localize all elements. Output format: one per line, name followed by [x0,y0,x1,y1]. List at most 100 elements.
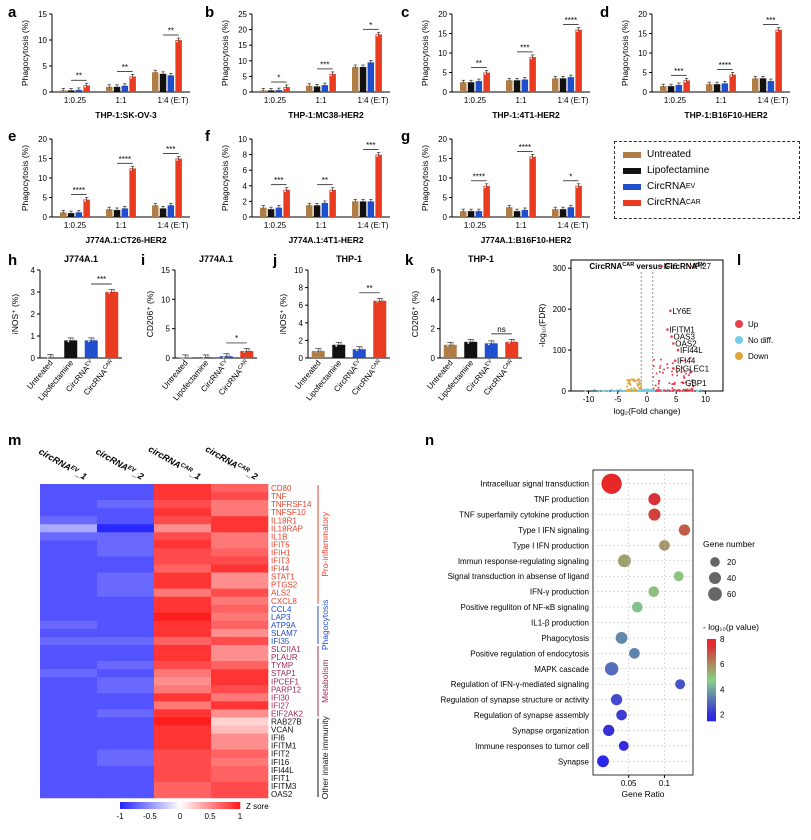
data-point [248,348,251,352]
y-tick-label: 1 [31,332,36,341]
bar [775,29,782,93]
heatmap-cell [97,572,155,581]
data-point [487,184,490,187]
term-label: Intracelluar signal transduction [480,480,589,489]
data-point [467,341,470,345]
heatmap-cell [154,661,212,670]
heatmap-cell [211,757,269,767]
colorbar-segment [707,639,716,642]
x-axis-label: THP-1:4T1-HER2 [492,110,560,120]
heatmap-cell [211,685,269,694]
x-tick-label: 1:1 [715,96,727,105]
heatmap-cell [154,500,212,509]
bar [106,86,113,92]
x-tick-label: 1:4 (E:T) [357,96,388,105]
point-up [676,374,679,377]
bar [84,340,98,358]
heatmap-cell [97,749,155,758]
point-nodiff [593,388,596,391]
colorbar-segment [188,802,191,809]
column-suffix: _1 [74,468,89,482]
colorbar-segment [707,645,716,648]
colorbar-segment [198,802,201,809]
heatmap-cell [97,588,155,597]
heatmap-cell [154,620,212,630]
point-up [666,363,669,366]
heatmap-cell [97,773,155,783]
gene-label: GBP1 [685,379,707,388]
colorbar-segment [148,802,151,809]
bar [484,343,498,358]
data-point [130,168,133,171]
bar [83,199,90,217]
chart-m: circRNAEV_1circRNAEV_2circRNACAR_1circRN… [37,444,330,821]
bar [113,209,121,217]
colorbar-segment [166,802,169,809]
x-tick-label: -5 [614,395,622,404]
heatmap-row-label: TNF [271,492,287,501]
data-point [487,343,490,346]
heatmap-cell [154,733,212,742]
heatmap-cell [211,741,269,750]
data-point [776,30,779,32]
bar [713,84,721,92]
point-down [640,382,643,385]
point-up [681,389,684,392]
significance-label: ** [76,72,82,81]
colorbar-segment [218,802,221,809]
point-up [688,368,691,371]
heatmap-cell [154,628,212,638]
bar [267,209,275,217]
bar [483,72,490,92]
heatmap-cell [154,709,212,718]
title-sup: EV [697,262,705,268]
term-dot [617,554,631,568]
chart-title: CircRNACAR versus CircRNAEV [589,262,705,271]
bar [329,73,336,92]
data-point [181,357,184,360]
column-suffix: _2 [245,468,260,482]
point-up [658,366,661,369]
data-point [687,78,690,81]
bar [729,74,736,92]
bar [175,40,182,92]
data-point [376,155,379,157]
size-legend-label: 20 [727,558,736,567]
significance-label: *** [366,141,375,150]
data-point [284,190,287,193]
heatmap-cell [154,693,212,702]
point-up-labeled [673,359,677,363]
heatmap-cell [97,564,155,573]
heatmap-cell [40,653,98,662]
bar [313,86,321,92]
point-up [679,390,682,392]
heatmap-cell [40,524,98,533]
point-nodiff [604,389,607,392]
y-tick-label: 20 [438,135,447,144]
column-sup: EV [69,465,80,475]
size-legend-label: 60 [727,590,736,599]
heatmap-cell [97,556,155,565]
bar [443,344,457,358]
heatmap-cell [211,556,269,565]
colorbar-segment [136,802,139,809]
heatmap-row-label: STAT1 [271,573,295,582]
point-up [657,382,660,385]
point-nodiff [584,389,587,392]
data-point [92,338,95,341]
bar [260,207,267,217]
colorbar-segment [707,714,716,718]
y-tick-label: 20 [38,135,47,144]
colorbar-segment [707,690,716,693]
data-point [287,188,290,191]
point-up [654,384,657,387]
heatmap-cell [97,701,155,710]
y-tick-label: 0 [43,213,48,222]
heatmap-cell [211,701,269,710]
data-point [186,355,189,358]
bar [367,62,375,92]
colorbar-segment [210,802,213,809]
bar [67,213,75,217]
legend-label-car: CircRNA [647,197,686,208]
